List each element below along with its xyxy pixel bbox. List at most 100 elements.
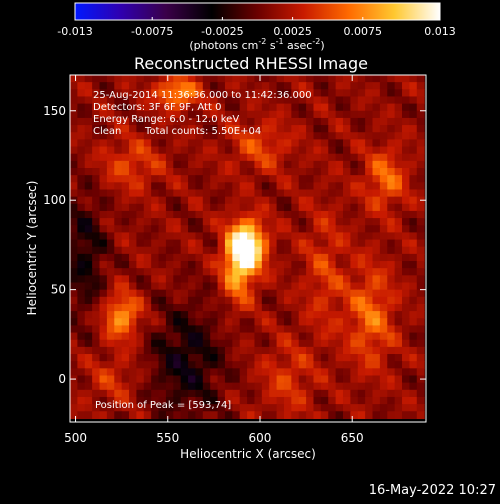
heatmap-cell [84,89,93,98]
heatmap-cell [84,268,93,276]
heatmap-cell [306,375,315,384]
heatmap-cell [180,110,189,119]
heatmap-cell [402,189,410,198]
heatmap-cell [136,332,145,341]
heatmap-cell [210,325,219,334]
heatmap-cell [291,296,300,305]
heatmap-cell [313,146,322,155]
heatmap-cell [121,382,130,391]
heatmap-cell [121,375,130,384]
heatmap-cell [269,275,278,284]
heatmap-cell [188,253,197,262]
heatmap-cell [342,389,351,398]
heatmap-cell [276,268,285,276]
heatmap-cell [350,404,359,412]
heatmap-cell [165,225,174,234]
heatmap-cell [365,146,374,155]
heatmap-cell [121,203,130,212]
heatmap-cell [239,282,248,291]
heatmap-cell [298,268,307,276]
heatmap-cell [114,375,123,384]
heatmap-cell [129,318,138,327]
heatmap-cell [365,117,374,126]
heatmap-cell [151,389,160,398]
heatmap-cell [84,175,93,183]
annotation-detectors: Detectors: 3F 6F 9F, Att 0 [93,102,221,113]
heatmap-cell [357,396,366,405]
heatmap-cell [210,296,219,305]
heatmap-cell [165,168,174,176]
heatmap-cell [106,218,115,226]
heatmap-cell [239,311,248,319]
heatmap-cell [114,261,123,269]
heatmap-cell [217,110,226,119]
heatmap-cell [106,282,115,291]
heatmap-cell [210,289,219,298]
heatmap-cell [77,103,86,112]
heatmap-cell [239,396,248,405]
heatmap-cell [416,96,425,105]
heatmap-cell [313,75,322,83]
heatmap-cell [232,411,241,420]
heatmap-cell [350,332,359,341]
heatmap-cell [158,96,167,105]
heatmap-cell [298,346,307,355]
heatmap-cell [239,275,248,284]
heatmap-cell [70,168,78,176]
heatmap-cell [261,411,270,420]
heatmap-cell [298,196,307,205]
heatmap-cell [217,332,226,341]
heatmap-cell [328,339,337,348]
heatmap-cell [247,361,256,369]
heatmap-cell [247,203,256,212]
heatmap-cell [269,346,278,355]
heatmap-cell [232,354,241,362]
heatmap-cell [188,210,197,219]
heatmap-cell [372,318,381,327]
heatmap-cell [136,404,145,412]
heatmap-cell [188,361,197,369]
heatmap-cell [114,196,123,205]
heatmap-cell [84,382,93,391]
heatmap-cell [357,189,366,198]
heatmap-cell [84,289,93,298]
heatmap-cell [276,89,285,98]
heatmap-cell [180,103,189,112]
heatmap-cell [350,189,359,198]
heatmap-cell [409,175,418,183]
heatmap-cell [254,282,263,291]
heatmap-cell [379,96,388,105]
heatmap-cell [402,232,410,241]
heatmap-cell [372,275,381,284]
heatmap-cell [298,311,307,319]
heatmap-cell [357,210,366,219]
heatmap-cell [379,325,388,334]
heatmap-cell [372,132,381,140]
heatmap-cell [394,339,403,348]
heatmap-cell [261,96,270,105]
heatmap-cell [283,354,292,362]
heatmap-cell [165,82,174,90]
heatmap-cell [342,339,351,348]
heatmap-cell [99,232,108,241]
heatmap-cell [283,404,292,412]
heatmap-cell [291,411,300,420]
heatmap-cell [283,196,292,205]
heatmap-cell [320,153,329,162]
heatmap-cell [84,375,93,384]
heatmap-cell [357,311,366,319]
heatmap-cell [298,75,307,83]
heatmap-cell [372,218,381,226]
heatmap-cell [320,146,329,155]
heatmap-cell [106,303,115,312]
heatmap-cell [365,246,374,255]
heatmap-cell [342,103,351,112]
heatmap-cell [84,75,93,83]
heatmap-cell [143,339,152,348]
heatmap-cell [136,311,145,319]
heatmap-cell [180,175,189,183]
heatmap-cell [224,253,233,262]
heatmap-cell [357,382,366,391]
heatmap-cell [202,218,211,226]
heatmap-cell [188,339,197,348]
